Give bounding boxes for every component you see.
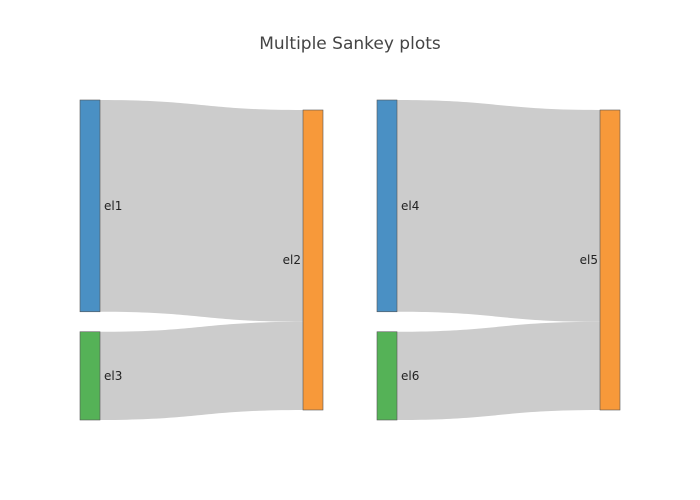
sankey-node-label-el5: el5 (580, 253, 598, 267)
chart-title: Multiple Sankey plots (259, 34, 441, 54)
sankey-panel-1: el1 el2 el3 (79, 99, 324, 421)
sankey-node-label-el6: el6 (401, 369, 419, 383)
sankey-node-el3 (79, 331, 101, 421)
sankey-node-label-el4: el4 (401, 199, 419, 213)
sankey-node-label-el1: el1 (104, 199, 122, 213)
sankey-link-el1-to-el2 (100, 100, 303, 322)
sankey-node-el4 (376, 99, 398, 313)
sankey-link-el4-to-el5 (397, 100, 600, 322)
sankey-node-el1 (79, 99, 101, 313)
sankey-node-el6 (376, 331, 398, 421)
sankey-node-label-el2: el2 (283, 253, 301, 267)
sankey-link-el3-to-el2 (100, 321, 303, 420)
sankey-node-el2 (302, 109, 324, 411)
sankey-node-label-el3: el3 (104, 369, 122, 383)
sankey-panel-2: el4 el5 el6 (376, 99, 621, 421)
sankey-node-el5 (599, 109, 621, 411)
sankey-link-el6-to-el5 (397, 321, 600, 420)
